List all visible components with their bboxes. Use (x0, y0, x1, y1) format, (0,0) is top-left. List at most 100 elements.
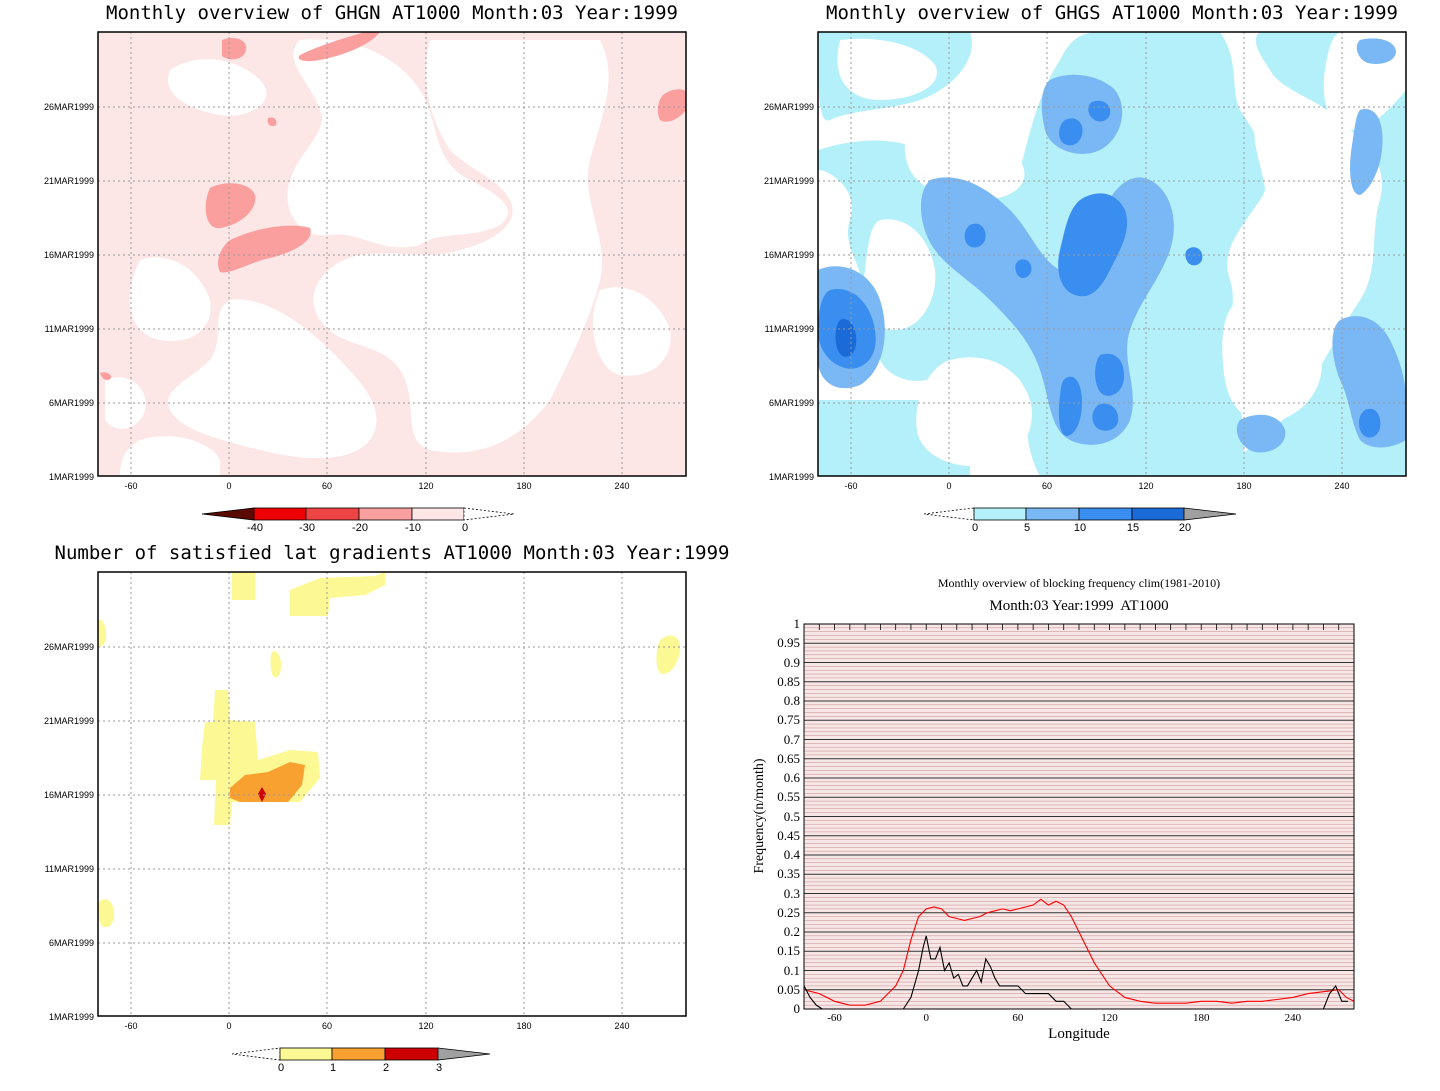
ghgs-contour-5g (1356, 38, 1396, 64)
ghgs-cb-3 (1078, 507, 1133, 521)
latgrad-contour-2 (230, 762, 305, 802)
blocking-xtick-label: 180 (1192, 1012, 1210, 1024)
ghgn-hole-6 (105, 377, 146, 429)
ghgn-ytick-1: 6MAR1999 (48, 398, 94, 408)
ghgn-ytick-4: 21MAR1999 (43, 176, 94, 186)
latgrad-cb-label-1: 1 (329, 1062, 337, 1074)
blocking-ytick-label: 0.7 (783, 731, 800, 747)
blocking-ytick-label: 0.8 (783, 693, 800, 708)
ghgn-hole-5 (168, 299, 377, 459)
panel-lat-gradients: Number of satisfied lat gradients AT1000… (0, 540, 730, 1091)
ghgn-xtick-2: 60 (321, 481, 332, 491)
ghgs-ytick-3: 16MAR1999 (763, 250, 814, 260)
ghgn-cb-label-0: -40 (247, 522, 263, 534)
latgrad-contours (98, 572, 680, 928)
ghgn-cb-label-2: -20 (352, 522, 368, 534)
ghgs-cb-label-4: 20 (1178, 522, 1192, 534)
ghgn-xtick-4: 180 (516, 481, 532, 491)
blocking-ytick-label: 0.6 (783, 770, 800, 785)
ghgs-contour-10j (1358, 408, 1381, 438)
ghgn-xtick-3: 120 (418, 481, 434, 491)
blocking-xtick-label: -60 (827, 1012, 842, 1024)
ghgn-title: Monthly overview of GHGN AT1000 Month:03… (106, 2, 678, 24)
latgrad-contour-1e (656, 635, 680, 675)
blocking-ytick-label: 0.5 (783, 808, 800, 824)
ghgs-cb-2 (1025, 507, 1080, 521)
ghgn-ytick-3: 16MAR1999 (43, 250, 94, 260)
ghgn-contour-10e (657, 89, 686, 122)
ghgs-contour-10e (1059, 118, 1083, 146)
ghgs-xtick-5: 240 (1334, 481, 1350, 491)
latgrad-frame (97, 571, 687, 1017)
ghgs-hole-c (863, 219, 936, 330)
ghgn-xtick-0: -60 (124, 481, 138, 491)
ghgn-hole-2 (287, 39, 509, 248)
ghgn-xtick-5: 240 (614, 481, 630, 491)
latgrad-contour-3 (258, 787, 266, 802)
latgrad-ytick-2: 11MAR1999 (44, 864, 94, 874)
ghgs-contour-10h (1015, 259, 1032, 278)
panel-blocking-frequency: Monthly overview of blocking frequency c… (720, 560, 1440, 1091)
ghgs-xtick-1: 0 (946, 481, 952, 491)
ghgs-frame (817, 31, 1407, 477)
ghgs-xtick-4: 180 (1236, 481, 1252, 491)
ghgs-cb-label-3: 15 (1126, 522, 1140, 534)
ghgs-colorbar (923, 507, 1237, 521)
latgrad-ytick-5: 26MAR1999 (43, 642, 94, 652)
ghgn-ytick-0: 1MAR1999 (48, 472, 94, 482)
latgrad-title: Number of satisfied lat gradients AT1000… (54, 542, 730, 564)
blocking-ytick-label: 0.3 (783, 885, 800, 901)
blocking-xtick-label: 0 (923, 1012, 929, 1024)
blocking-plot (803, 623, 1355, 1010)
ghgn-hole-3 (313, 40, 609, 453)
ghgn-hole-1 (168, 59, 267, 116)
blocking-ytick-label: 0.15 (777, 943, 800, 959)
ghgs-xtick-0: -60 (844, 481, 858, 491)
blocking-tick-marks (803, 624, 1355, 630)
ghgs-contours (818, 32, 1406, 476)
blocking-ytick-label: 0.35 (777, 866, 800, 882)
blocking-ytick-label: 0.65 (777, 750, 800, 766)
ghgn-cb-2 (305, 507, 360, 521)
blocking-ytick-label: 0.45 (777, 827, 800, 843)
ghgs-xtick-3: 120 (1138, 481, 1154, 491)
ghgs-contour-10k (1185, 247, 1203, 266)
ghgs-contour-5c (1041, 74, 1123, 154)
blocking-xtick-label: 60 (1012, 1012, 1024, 1024)
ghgs-ytick-5: 26MAR1999 (763, 102, 814, 112)
ghgn-cb-tri-end (463, 507, 515, 521)
latgrad-cb-1 (279, 1047, 333, 1061)
ghgs-cb-label-0: 0 (971, 522, 979, 534)
ghgs-xtick-2: 60 (1041, 481, 1052, 491)
ghgn-contour-10d (218, 225, 311, 273)
blocking-ytick-label: 0.85 (777, 673, 800, 689)
ghgn-hole-8 (120, 436, 220, 476)
blocking-series-line-0 (803, 898, 1355, 1006)
blocking-series (803, 898, 1355, 1010)
ghgn-cb-tri (201, 507, 255, 521)
latgrad-colorbar (231, 1047, 491, 1061)
latgrad-cb-tri-end (437, 1047, 491, 1061)
ghgs-ytick-1: 6MAR1999 (768, 398, 814, 408)
latgrad-ytick-3: 16MAR1999 (43, 790, 94, 800)
ghgn-contour-10a (222, 38, 247, 60)
blocking-frame (803, 623, 1355, 1010)
ghgs-cb-tri-start (923, 507, 975, 521)
latgrad-cb-label-2: 2 (382, 1062, 390, 1074)
latgrad-plot (97, 571, 687, 1061)
ghgs-contour-5d (1350, 109, 1383, 195)
ghgn-cb-4 (411, 507, 465, 521)
latgrad-cb-label-0: 0 (277, 1062, 285, 1074)
ghgs-contour-10c (1095, 353, 1125, 396)
ghgs-hole-d (916, 357, 1032, 467)
latgrad-grid (98, 572, 686, 1016)
blocking-xtick-label: 240 (1284, 1012, 1302, 1024)
blocking-ytick-label: 0.55 (777, 789, 800, 805)
latgrad-background (98, 572, 686, 1016)
latgrad-ytick-0: 1MAR1999 (48, 1012, 94, 1022)
ghgs-contour-10d (1058, 376, 1082, 436)
ghgs-hole-a (837, 38, 937, 100)
ghgs-contour-10g (964, 223, 986, 248)
ghgs-title: Monthly overview of GHGS AT1000 Month:03… (826, 2, 1398, 24)
ghgn-ytick-2: 11MAR1999 (44, 324, 94, 334)
